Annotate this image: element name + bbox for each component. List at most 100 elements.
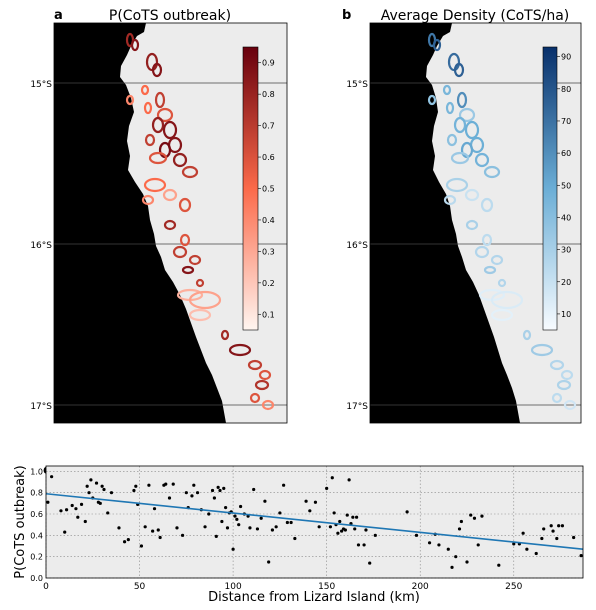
scatter-point: [263, 499, 267, 503]
colorbar-tick-label: 0.8: [262, 90, 275, 99]
reef-mark: [456, 91, 468, 109]
scatter-point: [70, 503, 74, 508]
scatter-point: [158, 535, 162, 540]
scatter-point: [454, 555, 458, 559]
reef-mark: [144, 133, 156, 147]
scatter-point: [63, 530, 67, 534]
scatter-point: [87, 491, 91, 495]
scatter-point: [102, 487, 106, 492]
scatter-point: [255, 527, 260, 531]
scatter-point: [525, 547, 529, 551]
colorbar-tick-label: 90: [561, 53, 571, 62]
reef-mark: [143, 177, 167, 193]
reef-mark: [188, 308, 212, 322]
scatter-point: [238, 504, 243, 509]
reef-mark: [474, 152, 490, 168]
scatter-point: [317, 525, 321, 529]
scatter-point: [332, 511, 336, 515]
scatter-point: [156, 528, 160, 532]
scatter-point: [313, 500, 318, 504]
reef-mark: [162, 120, 178, 140]
x-tick-label: 150: [318, 582, 335, 592]
scatter-point: [579, 554, 583, 558]
reef-mark: [549, 359, 565, 371]
scatter-point: [457, 527, 462, 531]
colorbar-tick-label: 70: [561, 117, 571, 126]
reef-mark: [427, 94, 437, 106]
reef-mark: [483, 165, 501, 179]
panel-b-title: Average Density (CoTS/ha): [381, 8, 570, 24]
colorbar-tick-label: 10: [561, 310, 571, 319]
panel-b-colorbar-ticks: 10 20 30 40 50 60 70 80 90: [557, 53, 571, 319]
scatter-point: [308, 509, 312, 513]
reef-mark: [464, 188, 480, 202]
scatter-point: [459, 519, 463, 524]
reef-mark: [154, 91, 166, 109]
scatter-point: [304, 499, 308, 503]
panel-a-lat-label: 17°S: [30, 402, 52, 412]
reef-mark: [443, 194, 457, 206]
scatter-point: [278, 511, 282, 515]
scatter-point: [497, 563, 501, 567]
reef-mark: [181, 265, 195, 275]
reef-mark: [249, 392, 261, 404]
y-tick-label: 1.0: [30, 467, 43, 476]
reef-mark: [151, 116, 165, 134]
scatter-point: [364, 528, 368, 532]
panel-a-lat-label: 16°S: [30, 241, 52, 251]
panel-b-colorbar-bar: [542, 46, 558, 331]
scatter-point: [164, 482, 168, 486]
scatter-point: [285, 520, 289, 525]
scatter-point: [338, 519, 342, 524]
panel-a-colorbar-bar: [242, 46, 259, 331]
reef-mark: [125, 94, 135, 106]
scatter-point: [210, 488, 215, 493]
reef-mark: [490, 290, 524, 310]
scatter-point: [267, 560, 271, 564]
scatter-point: [534, 551, 538, 556]
colorbar-tick-label: 0.2: [262, 279, 275, 288]
reef-mark: [130, 38, 140, 52]
scatter-point: [252, 487, 256, 492]
scatter-point: [83, 519, 87, 524]
scatter-point: [109, 491, 114, 495]
scatter-point: [237, 523, 241, 527]
scatter-point: [351, 515, 355, 519]
scatter-point: [216, 485, 220, 489]
y-axis-ticks: 0.0 0.2 0.4 0.6 0.8 1.0: [30, 467, 43, 583]
scatter-point: [147, 483, 151, 487]
scatter-point: [450, 565, 454, 569]
scatter-point: [437, 543, 441, 547]
scatter-point: [356, 543, 361, 547]
y-tick-label: 0.2: [30, 553, 43, 562]
scatter-point: [195, 491, 200, 495]
colorbar-tick-label: 0.1: [262, 310, 275, 319]
reef-mark: [188, 254, 202, 266]
scatter-point: [549, 524, 553, 528]
scatter-point: [551, 529, 555, 533]
scatter-point: [289, 520, 293, 525]
panel-a-lat-label: 15°S: [30, 80, 52, 90]
reef-mark: [141, 194, 155, 206]
scatter-point: [50, 475, 54, 479]
reef-mark: [458, 107, 476, 123]
x-tick-label: 50: [134, 582, 146, 592]
reef-mark: [162, 188, 178, 202]
scatter-point: [274, 525, 278, 529]
panel-b-lat-label: 16°S: [346, 241, 368, 251]
scatter-point: [132, 488, 136, 493]
reef-mark: [464, 120, 480, 140]
x-tick-label: 250: [505, 582, 522, 592]
scatter-point: [225, 526, 230, 530]
scatter-point: [560, 524, 565, 528]
x-tick-label: 200: [412, 582, 429, 592]
scatter-point: [171, 482, 175, 486]
scatter-point: [373, 533, 377, 537]
reef-mark: [522, 329, 532, 341]
colorbar-tick-label: 20: [561, 278, 571, 287]
reef-mark: [490, 308, 514, 322]
scatter-point: [469, 513, 473, 517]
scatter-point: [74, 507, 78, 511]
scatter-point: [340, 529, 344, 533]
scatter-point: [512, 542, 516, 546]
